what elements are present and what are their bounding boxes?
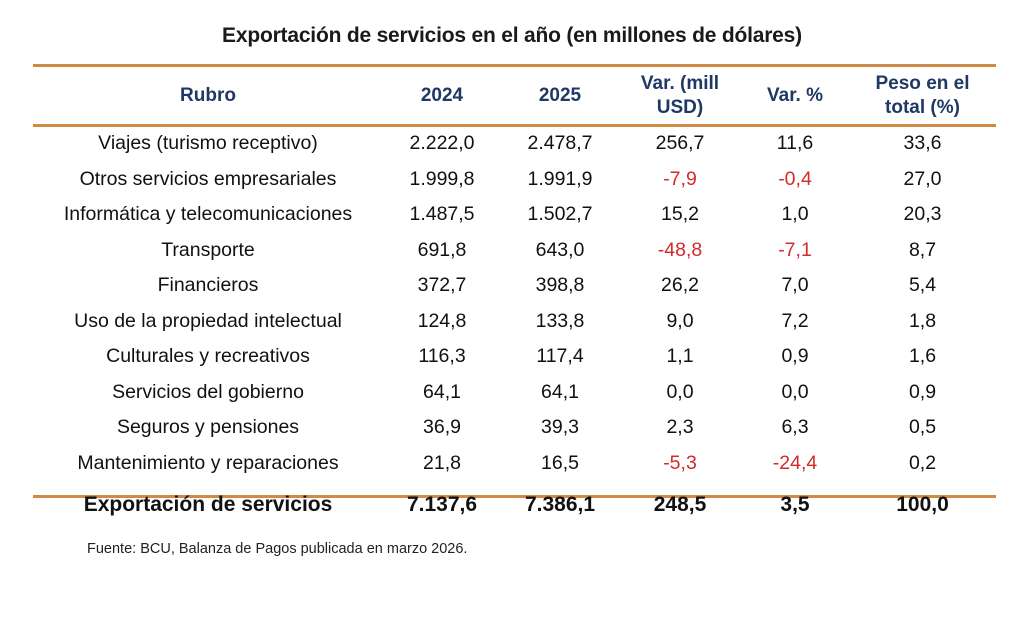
cell-var-pct: 7,0 (781, 274, 809, 297)
cell-var-pct: -24,4 (772, 451, 818, 474)
header-2024: 2024 (420, 84, 464, 106)
cell-var-pct: 11,6 (776, 132, 814, 155)
cell-val-2024: 21,8 (423, 451, 461, 474)
header-rubro: Rubro (180, 84, 236, 106)
cell-peso: 1,6 (908, 345, 937, 368)
total-row: Exportación de servicios 7.137,6 7.386,1 24… (33, 484, 996, 526)
cell-rubro: Transporte (161, 238, 255, 261)
cell-peso: 27,0 (903, 167, 942, 190)
table-row: Servicios del gobierno 64,1 64,1 0,0 0,0 0,9 (33, 375, 996, 411)
cell-var-mill: 256,7 (655, 132, 705, 155)
cell-var-mill: -7,9 (663, 167, 697, 190)
cell-val-2024: 64,1 (423, 380, 461, 403)
cell-rubro: Servicios del gobierno (112, 380, 304, 403)
cell-var-mill: 9,0 (666, 309, 694, 332)
table-title: Exportación de servicios en el año (en m… (222, 24, 802, 47)
cell-rubro: Culturales y recreativos (106, 345, 310, 368)
table-row: Seguros y pensiones 36,9 39,3 2,3 6,3 0,5 (33, 410, 996, 446)
cell-rubro: Viajes (turismo receptivo) (98, 132, 318, 155)
table-row: Transporte 691,8 643,0 -48,8 -7,1 8,7 (33, 233, 996, 269)
cell-rubro: Informática y telecomunicaciones (63, 203, 353, 226)
header-2025: 2025 (538, 84, 582, 106)
table-row: Mantenimiento y reparaciones 21,8 16,5 -5,3… (33, 446, 996, 482)
header-var-mill: Var. (mill USD) (640, 72, 720, 118)
header-peso: Peso en el total (%) (875, 72, 970, 118)
cell-rubro: Otros servicios empresariales (79, 167, 337, 190)
cell-var-pct: 6,3 (781, 416, 809, 439)
cell-val-2024: 36,9 (423, 416, 461, 439)
table-row: Culturales y recreativos 116,3 117,4 1,1 0,9… (33, 339, 996, 375)
cell-val-2025: 1.502,7 (527, 203, 593, 226)
cell-var-pct: 0,0 (781, 380, 809, 403)
header-row: Rubro 2024 2025 Var. (mill USD) Var. % P… (33, 67, 996, 124)
cell-var-pct: 7,2 (781, 309, 809, 332)
header-top-rule (33, 64, 996, 67)
cell-val-2025: 133,8 (535, 309, 585, 332)
cell-var-pct: -7,1 (778, 238, 812, 261)
cell-peso: 33,6 (903, 132, 942, 155)
cell-val-2025: 398,8 (535, 274, 585, 297)
total-var-mill: 248,5 (653, 493, 707, 516)
cell-rubro: Financieros (157, 274, 259, 297)
cell-peso: 0,9 (908, 380, 937, 403)
total-top-rule (33, 495, 996, 498)
cell-rubro: Seguros y pensiones (116, 416, 300, 439)
source-note: Fuente: BCU, Balanza de Pagos publicada … (87, 541, 468, 557)
cell-val-2024: 691,8 (417, 238, 467, 261)
cell-val-2025: 1.991,9 (527, 167, 593, 190)
cell-rubro: Uso de la propiedad intelectual (74, 309, 342, 332)
total-val-2025: 7.386,1 (524, 493, 596, 516)
cell-peso: 20,3 (903, 203, 942, 226)
cell-val-2024: 2.222,0 (409, 132, 475, 155)
cell-var-mill: 26,2 (661, 274, 699, 297)
cell-var-pct: 0,9 (781, 345, 809, 368)
total-var-pct: 3,5 (780, 493, 810, 516)
cell-peso: 1,8 (908, 309, 937, 332)
total-peso: 100,0 (896, 493, 949, 516)
cell-var-mill: -5,3 (663, 451, 697, 474)
exports-table: Rubro 2024 2025 Var. (mill USD) Var. % P… (33, 67, 996, 526)
cell-var-mill: 0,0 (666, 380, 694, 403)
total-val-2024: 7.137,6 (406, 493, 478, 516)
cell-val-2025: 117,4 (536, 345, 584, 368)
cell-rubro: Mantenimiento y reparaciones (77, 451, 339, 474)
cell-val-2024: 124,8 (417, 309, 467, 332)
cell-var-mill: 15,2 (661, 203, 699, 226)
cell-val-2024: 372,7 (417, 274, 467, 297)
cell-var-mill: 1,1 (666, 345, 694, 368)
cell-val-2025: 2.478,7 (527, 132, 593, 155)
table-row: Otros servicios empresariales 1.999,8 1.99… (33, 162, 996, 198)
cell-val-2024: 1.999,8 (409, 167, 475, 190)
cell-peso: 0,2 (908, 451, 937, 474)
total-rubro: Exportación de servicios (83, 493, 333, 516)
table-row: Viajes (turismo receptivo) 2.222,0 2.478,7… (33, 124, 996, 162)
cell-val-2025: 16,5 (541, 451, 579, 474)
cell-var-mill: -48,8 (657, 238, 703, 261)
cell-var-mill: 2,3 (666, 416, 694, 439)
cell-val-2024: 1.487,5 (409, 203, 475, 226)
cell-val-2025: 39,3 (541, 416, 579, 439)
table-row: Financieros 372,7 398,8 26,2 7,0 5,4 (33, 268, 996, 304)
header-bottom-rule (33, 124, 996, 127)
cell-peso: 5,4 (908, 274, 937, 297)
table-row: Informática y telecomunicaciones 1.487,5 1… (33, 197, 996, 233)
cell-var-pct: 1,0 (781, 203, 809, 226)
cell-val-2024: 116,3 (418, 345, 466, 368)
cell-var-pct: -0,4 (778, 167, 812, 190)
cell-val-2025: 643,0 (535, 238, 585, 261)
cell-peso: 8,7 (908, 238, 937, 261)
header-var-pct: Var. % (767, 84, 823, 106)
cell-peso: 0,5 (908, 416, 937, 439)
cell-val-2025: 64,1 (541, 380, 579, 403)
table-row: Uso de la propiedad intelectual 124,8 133,… (33, 304, 996, 340)
